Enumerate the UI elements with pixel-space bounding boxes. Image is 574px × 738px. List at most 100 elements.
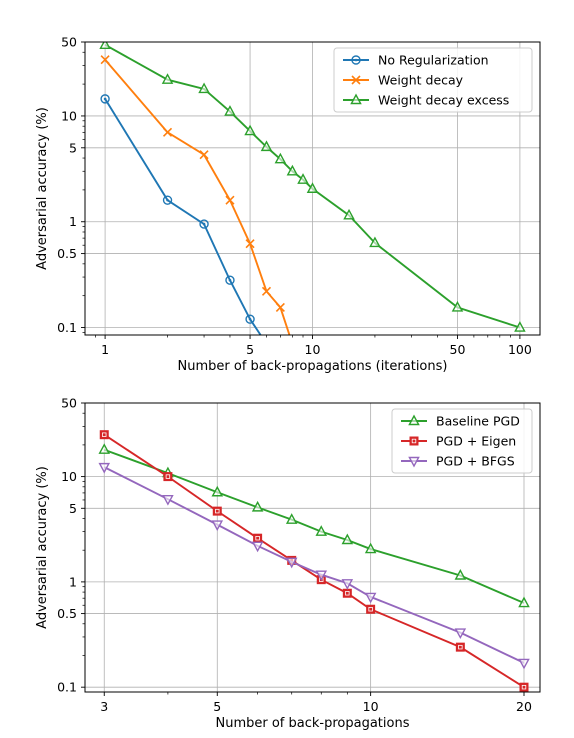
data-point — [364, 592, 377, 604]
y-tick-label: 10 — [61, 469, 77, 484]
series-line — [103, 466, 525, 664]
data-point — [514, 321, 526, 332]
x-tick-label: 5 — [213, 699, 221, 714]
series-line — [104, 59, 291, 335]
x-axis-label: Number of back-propagations — [216, 716, 410, 731]
series-line — [103, 448, 525, 604]
data-point — [161, 73, 174, 84]
series — [99, 42, 526, 332]
legend-item: PGD + Eigen — [401, 434, 516, 449]
y-tick-label: 5 — [69, 501, 77, 516]
data-point — [198, 82, 210, 94]
data-point — [306, 182, 319, 193]
legend-marker — [409, 436, 419, 446]
plot-area — [98, 430, 530, 692]
data-point — [364, 542, 377, 554]
data-point — [343, 208, 355, 220]
data-point — [244, 124, 256, 136]
series — [100, 55, 296, 348]
data-point — [341, 533, 354, 545]
data-point — [286, 164, 299, 176]
data-point — [211, 520, 224, 532]
legend-label: PGD + BFGS — [436, 454, 515, 469]
data-point — [342, 588, 352, 598]
data-point — [285, 513, 298, 524]
legend: No Regularization Weight decay Weight deca… — [333, 47, 533, 113]
data-point — [251, 500, 264, 512]
legend-marker — [408, 414, 420, 426]
legend-marker — [351, 75, 361, 85]
x-tick-label: 50 — [450, 342, 466, 357]
series-line — [103, 433, 525, 688]
x-tick-label: 5 — [246, 342, 254, 357]
legend-label: Weight decay excess — [378, 93, 509, 108]
chart-2: 3 5 10 20 0.1 0.5 1 5 10 50 Number of back-propaga… — [35, 396, 541, 731]
legend-label: Baseline PGD — [436, 414, 520, 429]
x-tick-label: 100 — [508, 342, 532, 357]
y-tick-label: 0.5 — [57, 606, 77, 621]
data-point — [225, 195, 235, 205]
series — [100, 94, 270, 348]
x-tick-label: 10 — [305, 342, 321, 357]
legend-marker — [408, 456, 420, 468]
legend-item: PGD + BFGS — [401, 454, 515, 469]
data-point — [315, 570, 328, 582]
data-point — [262, 340, 270, 348]
data-point — [455, 642, 465, 652]
data-point — [366, 604, 376, 614]
x-tick-label: 3 — [100, 699, 108, 714]
plot-area — [99, 42, 526, 348]
y-tick-label: 50 — [61, 35, 77, 50]
y-tick-label: 1 — [69, 574, 77, 589]
data-point — [225, 275, 235, 285]
data-point — [98, 462, 111, 474]
data-point — [454, 628, 467, 640]
legend-label: No Regularization — [378, 53, 489, 68]
legend-marker — [350, 93, 362, 105]
legend-item: Weight decay — [343, 73, 464, 88]
data-point — [224, 105, 236, 116]
y-tick-label: 0.1 — [57, 680, 77, 695]
data-point — [251, 541, 264, 553]
series — [98, 443, 530, 608]
data-point — [275, 302, 285, 312]
data-point — [260, 140, 273, 152]
data-point — [341, 579, 354, 590]
y-tick-label: 0.1 — [57, 320, 77, 335]
data-point — [288, 340, 296, 348]
data-point — [297, 173, 309, 184]
y-axis-label: Adversarial accuracy (%) — [35, 107, 50, 270]
legend-label: PGD + Eigen — [436, 434, 516, 449]
data-point — [100, 94, 110, 104]
y-axis-label: Adversarial accuracy (%) — [35, 466, 50, 629]
legend-item: Weight decay excess — [343, 93, 509, 108]
data-point — [98, 443, 111, 454]
data-point — [99, 42, 111, 50]
data-point — [518, 658, 530, 670]
legend-marker — [351, 55, 361, 65]
data-point — [274, 152, 287, 164]
data-point — [451, 300, 464, 312]
y-tick-label: 50 — [61, 396, 77, 411]
data-point — [162, 495, 174, 506]
x-tick-label: 20 — [516, 699, 532, 714]
legend-item: Baseline PGD — [401, 414, 520, 429]
data-point — [100, 55, 110, 65]
data-point — [369, 236, 381, 248]
x-tick-label: 10 — [363, 699, 379, 714]
legend: Baseline PGD PGD + Eigen PGD + BFGS — [391, 408, 533, 474]
data-point — [199, 150, 209, 160]
data-point — [212, 506, 222, 516]
plot-frame — [84, 41, 541, 336]
data-point — [518, 596, 530, 608]
data-point — [211, 485, 224, 497]
series — [98, 462, 530, 670]
data-point — [454, 569, 467, 580]
y-tick-label: 10 — [61, 108, 77, 123]
x-axis-label: Number of back-propagations (iterations) — [178, 359, 448, 374]
data-point — [99, 430, 109, 440]
y-tick-label: 0.5 — [57, 246, 77, 261]
data-point — [315, 525, 328, 536]
